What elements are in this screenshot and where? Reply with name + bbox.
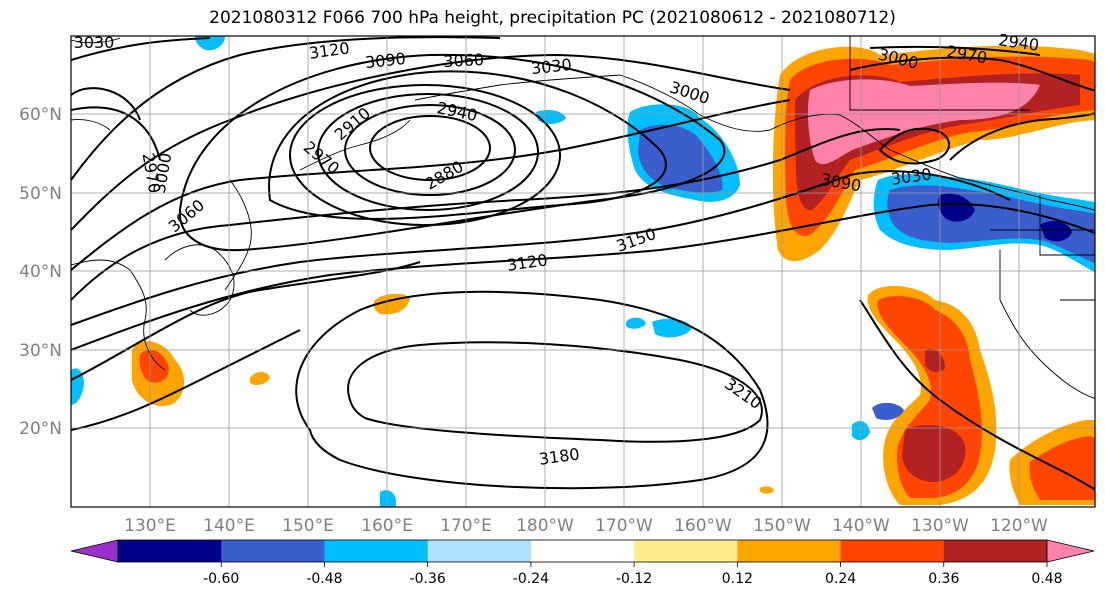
lat-label: 20°N [19,419,62,439]
lon-label: 130°E [124,516,176,536]
contour-label: 3030 [74,33,115,52]
colorbar-tick-label: 0.12 [722,571,753,587]
lat-label: 30°N [19,341,62,361]
colorbar: -0.60 -0.48 -0.36 -0.24 -0.12 0.12 0.24 0.36 0.4… [70,539,1095,587]
lon-label: 160°E [361,516,413,536]
colorbar-segment [118,540,222,562]
contour-label: 3030 [530,55,572,78]
colorbar-segments [117,539,1048,563]
lon-label: 150°W [753,516,811,536]
colorbar-tick-label: 0.48 [1031,571,1062,587]
contour-label: 3090 [364,49,406,72]
colorbar-tick-label: -0.36 [410,571,446,587]
lat-label: 50°N [19,184,62,204]
colorbar-segment [324,540,429,562]
colorbar-segment [943,540,1048,562]
map-content [71,36,1095,507]
colorbar-ticks [220,562,1048,567]
contour-label: 3060 [443,50,485,71]
colorbar-tick-label: -0.48 [306,571,342,587]
lon-label: 140°E [203,516,255,536]
colorbar-segment [427,540,532,562]
colorbar-extend-min [70,539,119,563]
lon-label: 180°W [516,516,574,536]
lat-label: 40°N [19,262,62,282]
colorbar-tick-labels: -0.60 -0.48 -0.36 -0.24 -0.12 0.12 0.24 0.36 0.4… [203,571,1062,587]
colorbar-segment [737,540,842,562]
lon-axis-labels: 130°E 140°E 150°E 160°E 170°E 180°W 170°… [124,516,1048,536]
lon-label: 120°W [990,516,1048,536]
lat-axis-labels: 60°N 50°N 40°N 30°N 20°N [19,105,62,439]
chart-title: 2021080312 F066 700 hPa height, precipit… [209,8,896,28]
colorbar-segment [634,540,738,562]
height-contours [71,36,1095,491]
map-frame [70,35,1096,508]
colorbar-segment [840,540,945,562]
lat-label: 60°N [19,105,62,125]
colorbar-tick-label: 0.24 [825,571,856,587]
colorbar-tick-label: 0.36 [928,571,959,587]
lon-label: 140°W [832,516,890,536]
graticule [71,36,1095,507]
colorbar-tick-label: -0.60 [203,571,239,587]
lon-label: 170°E [440,516,492,536]
colorbar-segment [221,540,325,562]
lon-label: 150°E [282,516,334,536]
colorbar-tick-label: -0.12 [616,571,652,587]
lon-label: 130°W [911,516,969,536]
colorbar-extend-max [1046,539,1095,563]
lon-label: 170°W [595,516,653,536]
colorbar-segment [530,540,635,562]
lon-label: 160°W [674,516,732,536]
colorbar-tick-label: -0.24 [513,571,549,587]
